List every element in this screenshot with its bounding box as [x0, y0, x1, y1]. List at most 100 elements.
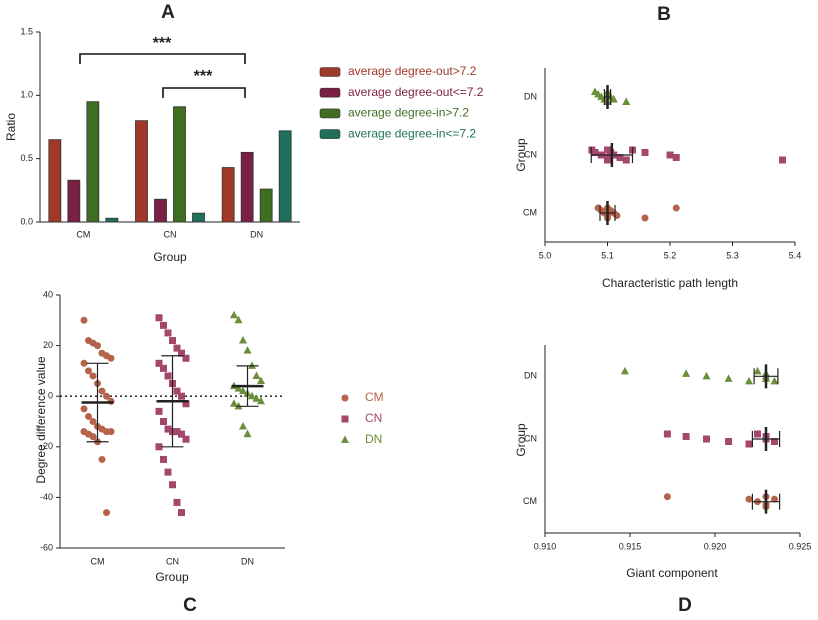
x-tick-label: 0.925 — [789, 541, 812, 551]
marker — [182, 400, 190, 408]
marker — [155, 443, 163, 451]
marker — [239, 422, 247, 430]
marker — [239, 386, 247, 395]
marker — [609, 95, 618, 103]
x-tick-label: 5.2 — [664, 250, 677, 260]
y-tick-label: CM — [523, 207, 537, 217]
marker — [178, 392, 185, 400]
panel-label: C — [183, 595, 197, 616]
significance-brackets — [79, 53, 246, 98]
legend-marker — [341, 415, 349, 423]
marker — [663, 430, 671, 438]
marker — [230, 399, 238, 407]
marker — [622, 97, 631, 105]
marker — [155, 314, 163, 322]
marker — [754, 430, 761, 438]
x-tick-label: 5.1 — [601, 250, 614, 260]
marker — [164, 468, 172, 476]
marker — [169, 337, 176, 345]
x-tick-label: 5.3 — [726, 250, 739, 260]
y-tick-label: CM — [523, 496, 537, 506]
marker — [160, 455, 167, 463]
marker — [164, 425, 172, 433]
y-axis-title: Degree difference value — [34, 356, 48, 484]
marker — [622, 156, 630, 164]
y-tick-label: 1.0 — [20, 90, 33, 100]
marker — [770, 376, 779, 385]
bar — [240, 151, 254, 223]
bar — [192, 212, 205, 223]
x-tick-label: CN — [166, 556, 179, 566]
panel-label: A — [161, 2, 175, 23]
legend-label: average degree-out>7.2 — [348, 64, 477, 78]
marker — [234, 384, 243, 392]
marker — [779, 156, 786, 164]
marker — [753, 366, 762, 375]
bar — [135, 120, 148, 223]
marker — [107, 354, 115, 362]
marker — [80, 359, 88, 367]
marker — [103, 392, 110, 400]
marker — [164, 329, 172, 337]
x-tick-label: 0.920 — [704, 541, 727, 551]
y-axis-title: Ratio — [4, 113, 18, 141]
marker — [641, 149, 649, 156]
marker — [182, 354, 190, 362]
x-tick-label: CM — [76, 229, 90, 239]
marker — [620, 366, 629, 375]
y-tick-label: DN — [524, 371, 537, 381]
bar — [67, 179, 81, 223]
y-axis-title: Group — [514, 138, 528, 172]
x-tick-label: 5.4 — [789, 250, 802, 260]
legend-label: average degree-in>7.2 — [348, 106, 469, 120]
marker — [591, 149, 599, 156]
marker — [616, 154, 624, 161]
y-tick-label: -60 — [40, 542, 53, 552]
marker — [234, 401, 243, 410]
y-tick-label: 0 — [48, 391, 53, 401]
bar — [105, 217, 119, 223]
bracket — [162, 87, 246, 98]
marker — [248, 361, 256, 369]
legend-label: CN — [365, 411, 382, 425]
marker — [94, 342, 101, 350]
marker — [771, 495, 778, 503]
marker — [666, 151, 674, 159]
x-axis-title: Giant component — [626, 566, 718, 580]
marker — [98, 387, 106, 395]
panel-label: B — [657, 4, 671, 25]
x-axis-title: Characteristic path length — [602, 276, 738, 290]
x-tick-label: CM — [91, 556, 105, 566]
marker — [239, 336, 247, 344]
marker — [160, 364, 167, 372]
bar — [154, 198, 167, 223]
marker — [89, 372, 97, 380]
annotation: *** — [194, 68, 213, 85]
marker — [173, 428, 181, 436]
y-tick-label: 0.0 — [20, 216, 33, 226]
y-axis-title: Group — [514, 423, 528, 457]
legend-swatch — [319, 87, 341, 98]
marker — [725, 438, 733, 445]
marker — [641, 214, 649, 222]
marker — [672, 204, 680, 212]
marker — [98, 455, 106, 463]
marker — [663, 493, 671, 501]
marker — [155, 407, 163, 415]
legend-marker — [341, 435, 349, 443]
marker — [85, 412, 92, 420]
marker — [173, 498, 181, 506]
y-tick-label: 20 — [43, 340, 53, 350]
panel-label: D — [678, 595, 692, 616]
marker — [703, 435, 710, 443]
legend-swatch — [319, 67, 341, 77]
legend-label: CM — [365, 390, 384, 404]
marker — [243, 429, 252, 438]
marker — [234, 315, 243, 324]
marker — [89, 433, 97, 441]
bar — [48, 139, 62, 223]
marker — [724, 374, 733, 382]
bar — [221, 167, 235, 223]
bracket — [79, 53, 246, 64]
